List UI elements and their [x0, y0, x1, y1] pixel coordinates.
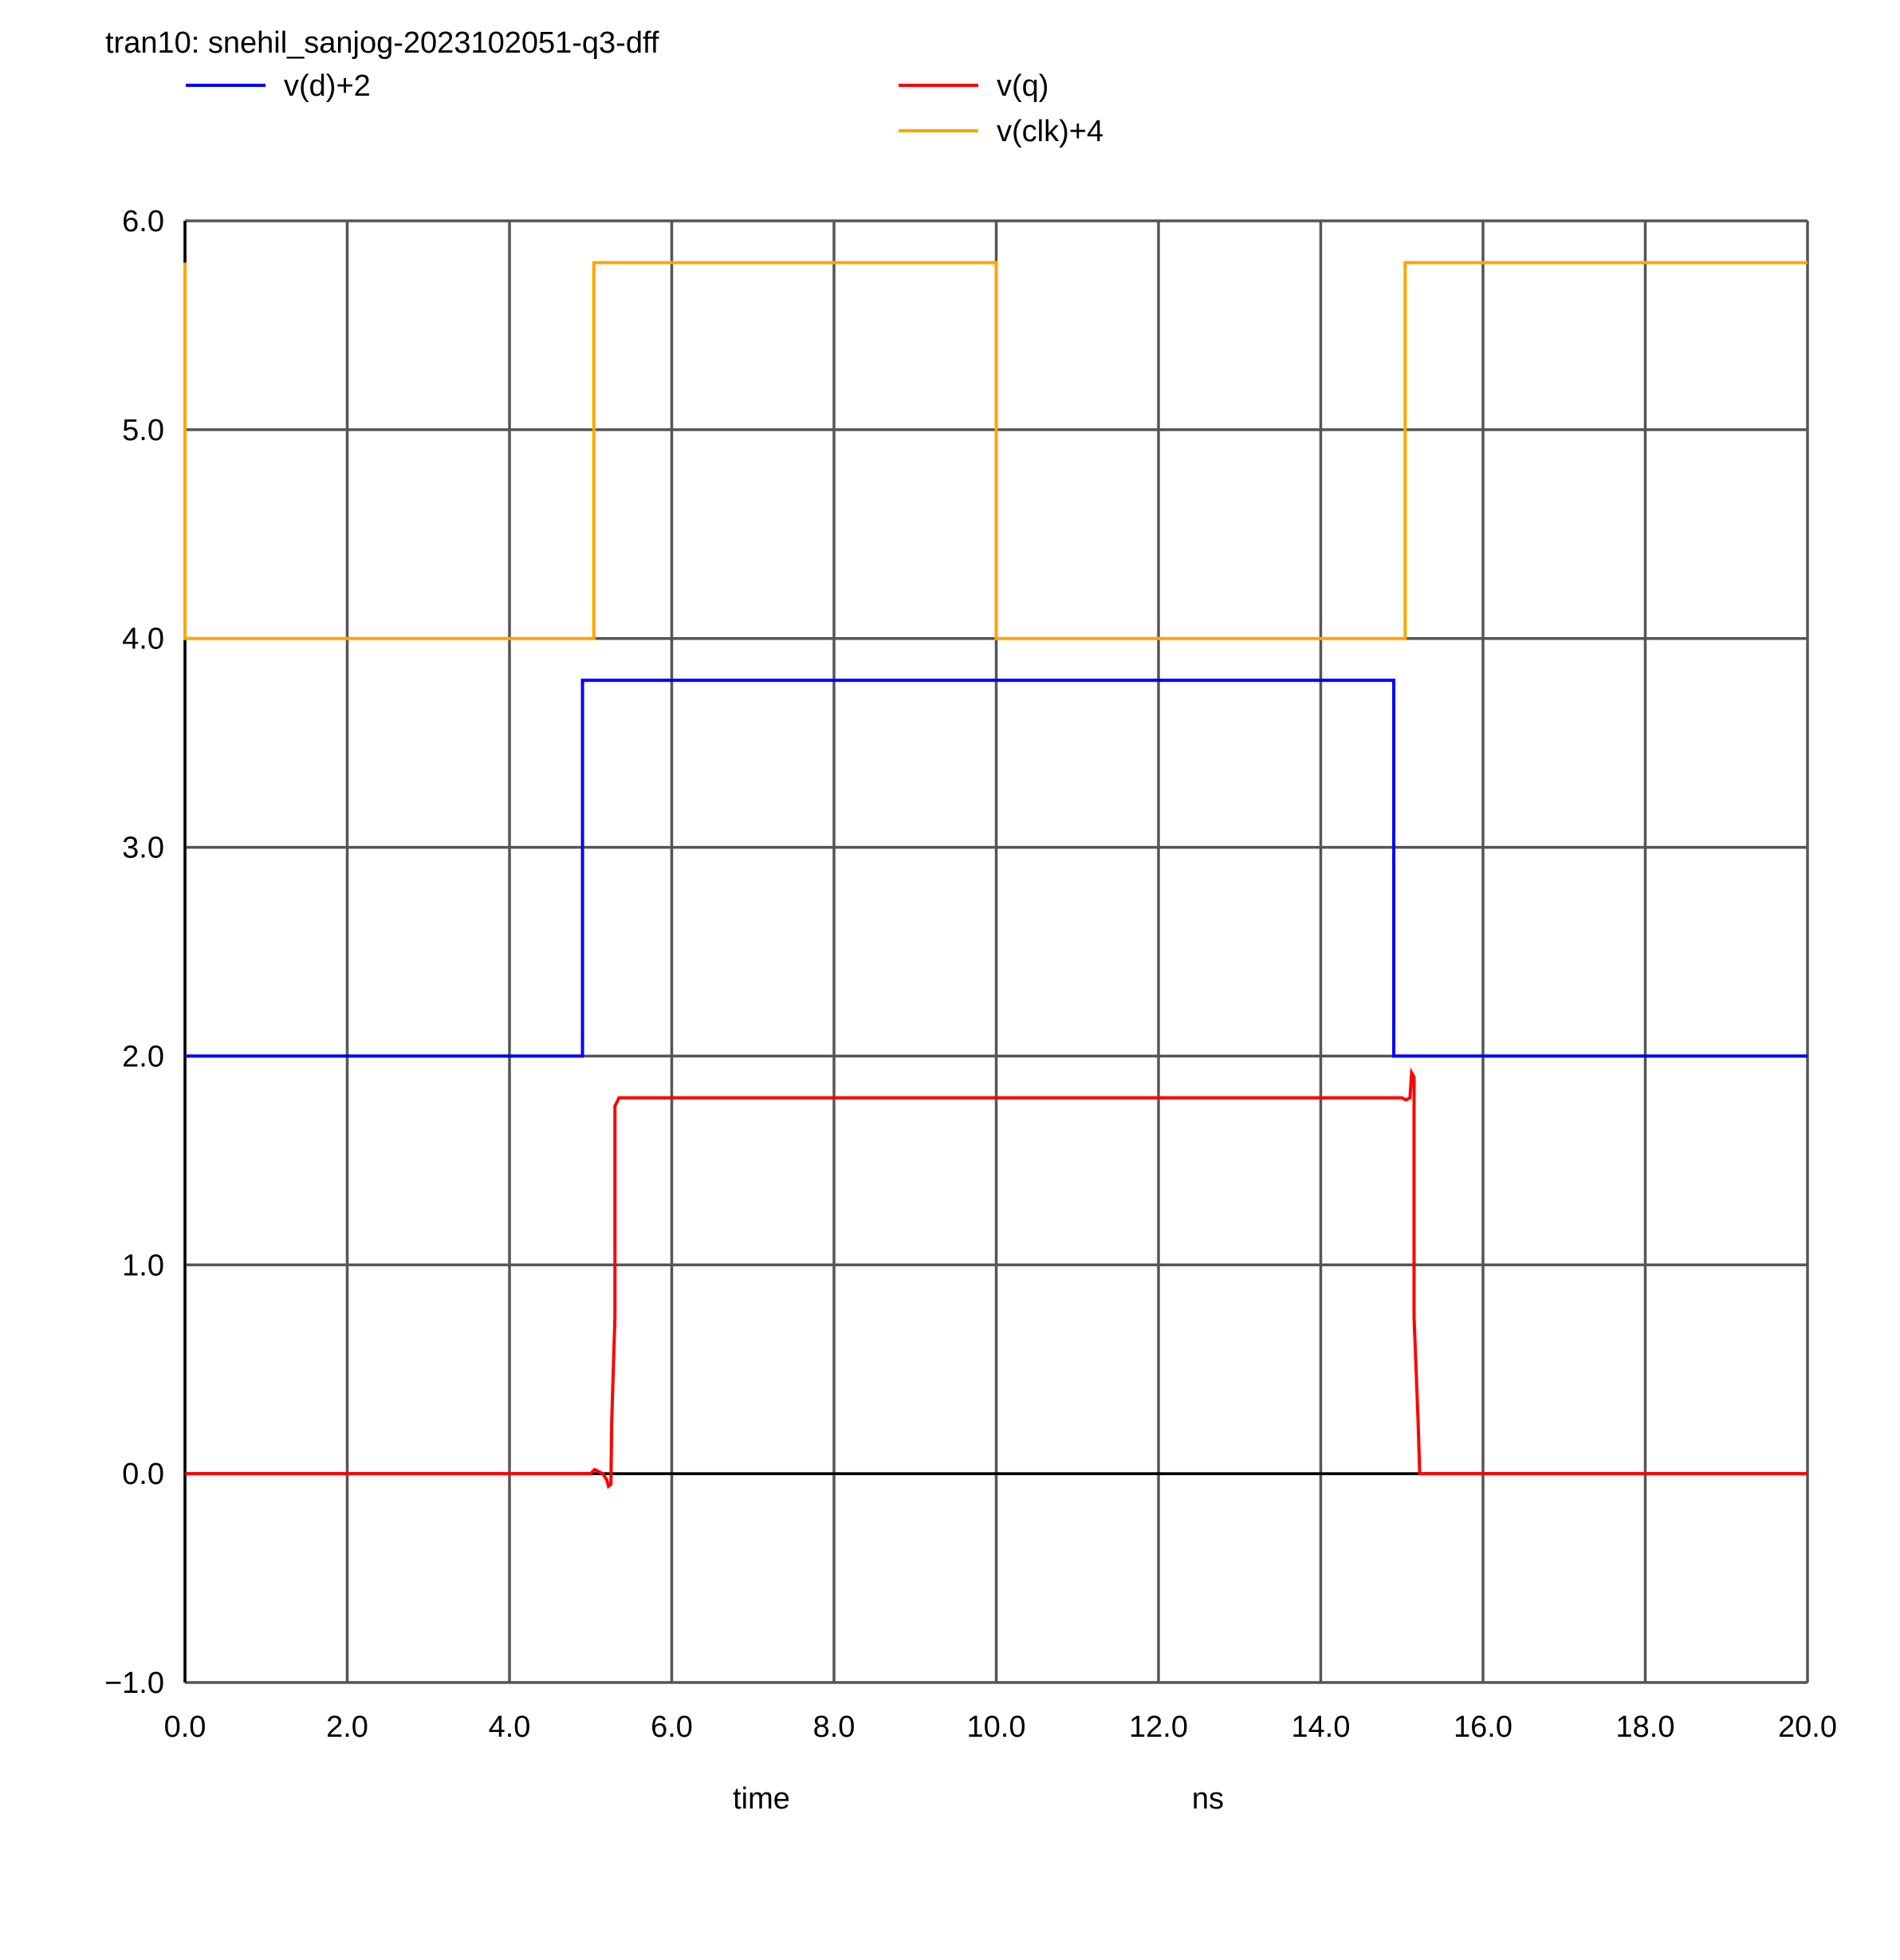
x-tick-label: 20.0 — [1778, 1710, 1837, 1744]
y-tick-label: 5.0 — [122, 414, 164, 447]
x-tick-label: 6.0 — [651, 1710, 693, 1744]
x-tick-label: 18.0 — [1616, 1710, 1675, 1744]
y-tick-label: 0.0 — [122, 1458, 164, 1491]
x-tick-label: 2.0 — [326, 1710, 368, 1744]
series-line-vd — [185, 679, 1808, 1058]
series-line-vq — [185, 1067, 1808, 1490]
chart-title: tran10: snehil_sanjog-2023102051-q3-dff — [105, 26, 659, 60]
x-tick-label: 14.0 — [1292, 1710, 1351, 1744]
legend-label-vq: v(q) — [997, 69, 1048, 103]
series-line-vclk — [183, 261, 1808, 640]
x-tick-label: 10.0 — [967, 1710, 1026, 1744]
legend: v(d)+2 v(q) v(clk)+4 — [186, 69, 1103, 148]
y-tick-label: 2.0 — [122, 1040, 164, 1073]
legend-label-vclk: v(clk)+4 — [997, 115, 1103, 148]
series-group — [183, 261, 1808, 1490]
x-tick-label: 8.0 — [813, 1710, 856, 1744]
x-tick-label: 0.0 — [164, 1710, 207, 1744]
y-tick-label: 6.0 — [122, 205, 164, 238]
tick-labels: 0.0 2.0 4.0 6.0 8.0 10.0 12.0 14.0 16.0 18.0 20.0 6… — [104, 205, 1837, 1744]
y-tick-label: 4.0 — [122, 623, 164, 656]
legend-label-vd: v(d)+2 — [284, 69, 371, 103]
x-axis-label: time — [733, 1782, 790, 1816]
y-tick-label: −1.0 — [104, 1667, 164, 1700]
y-tick-label: 3.0 — [122, 832, 164, 865]
x-tick-label: 16.0 — [1454, 1710, 1513, 1744]
x-tick-label: 12.0 — [1129, 1710, 1188, 1744]
x-axis-unit: ns — [1192, 1782, 1224, 1816]
x-tick-label: 4.0 — [489, 1710, 531, 1744]
y-tick-label: 1.0 — [122, 1249, 164, 1282]
